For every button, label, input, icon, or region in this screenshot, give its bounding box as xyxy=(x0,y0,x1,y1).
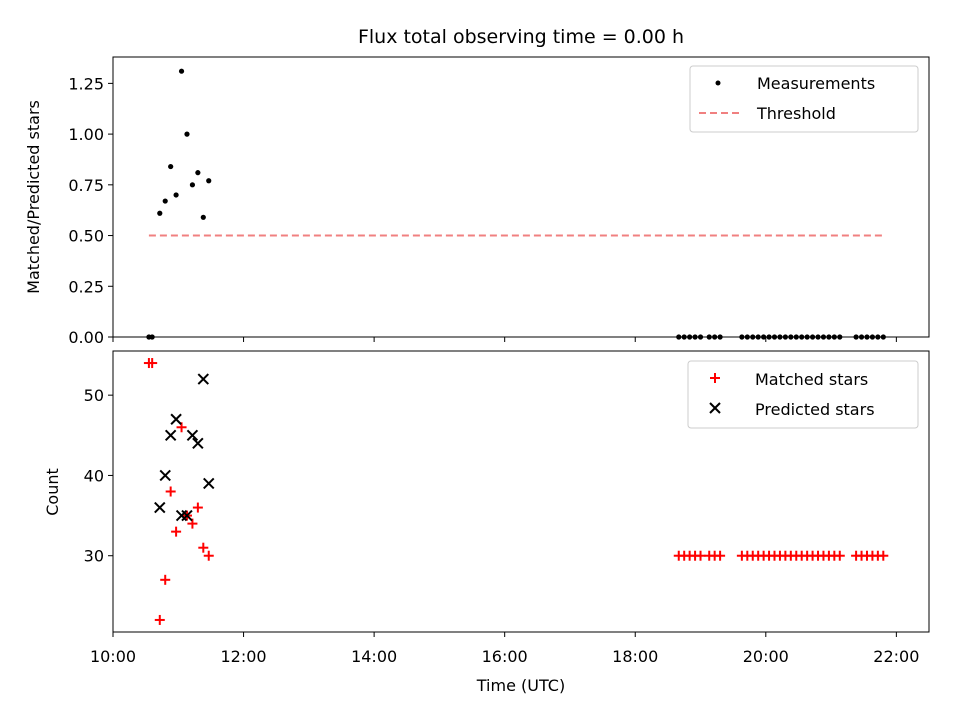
y-tick-label: 40 xyxy=(84,466,104,485)
measurements-point xyxy=(162,198,168,204)
x-tick-label: 10:00 xyxy=(90,647,136,666)
top-panel: 0.00 0.25 0.50 0.75 1.00 1.25 Matched/Predict… xyxy=(24,56,930,347)
x-tick-label: 22:00 xyxy=(873,647,919,666)
bottom-y-axis-label: Count xyxy=(43,468,62,516)
measurements-point xyxy=(195,170,201,176)
matched-stars-point xyxy=(834,550,845,561)
top-y-axis-label: Matched/Predicted stars xyxy=(24,100,43,294)
chart-title: Flux total observing time = 0.00 h xyxy=(358,26,684,48)
legend-matched-marker xyxy=(710,373,720,383)
matched-stars-point xyxy=(695,550,706,561)
bottom-x-ticks: 10:00 12:00 14:00 16:00 18:00 20:00 22:00 xyxy=(90,632,919,666)
matched-stars-point xyxy=(154,614,165,625)
predicted-stars-point xyxy=(186,429,199,442)
measurements-point xyxy=(189,182,196,188)
x-tick-label: 12:00 xyxy=(221,647,267,666)
top-legend: Measurements Threshold xyxy=(689,65,919,133)
top-x-ticks xyxy=(112,337,897,342)
y-tick-label: 50 xyxy=(84,386,104,405)
matched-stars-point xyxy=(147,358,158,369)
x-tick-label: 18:00 xyxy=(612,647,658,666)
matched-stars-point xyxy=(176,422,187,433)
top-y-ticks: 0.00 0.25 0.50 0.75 1.00 1.25 xyxy=(68,74,113,347)
legend-threshold-label: Threshold xyxy=(756,104,836,123)
matched-stars-point xyxy=(192,502,203,513)
matched-stars-point xyxy=(160,574,171,585)
predicted-stars-point xyxy=(159,469,171,482)
matched-stars-point xyxy=(715,550,726,561)
matched-stars-point xyxy=(198,542,209,553)
predicted-stars-point xyxy=(203,477,215,490)
matched-stars-point xyxy=(187,518,198,529)
measurements-point xyxy=(173,192,179,198)
y-tick-label: 0.75 xyxy=(68,176,104,195)
matched-stars-point xyxy=(203,550,214,561)
predicted-stars-point xyxy=(192,437,204,450)
legend-measurements-label: Measurements xyxy=(757,74,875,93)
predicted-stars-point xyxy=(170,413,182,425)
predicted-stars-point xyxy=(197,373,210,385)
bottom-legend-box xyxy=(687,360,919,429)
top-axes-frame xyxy=(112,56,930,338)
bottom-legend: Matched stars Predicted stars xyxy=(687,360,919,429)
x-axis-label: Time (UTC) xyxy=(476,676,565,695)
measurements-point xyxy=(168,163,174,170)
measurements-point xyxy=(206,178,212,184)
bottom-marks xyxy=(143,358,889,625)
legend-measurements-marker xyxy=(715,80,721,86)
x-tick-label: 20:00 xyxy=(743,647,789,666)
y-tick-label: 0.25 xyxy=(68,277,104,296)
measurements-point xyxy=(157,210,163,216)
measurements-point xyxy=(184,131,190,137)
y-tick-label: 0.00 xyxy=(68,328,104,347)
legend-predicted-marker xyxy=(709,402,721,414)
predicted-stars-point xyxy=(181,509,193,522)
top-legend-box xyxy=(689,65,919,133)
bottom-axes-frame xyxy=(112,350,930,633)
bottom-y-ticks: 30 40 50 xyxy=(84,386,113,566)
matched-stars-point xyxy=(165,486,176,497)
matched-stars-point xyxy=(878,550,889,561)
legend-matched-label: Matched stars xyxy=(755,370,868,389)
x-tick-label: 16:00 xyxy=(482,647,528,666)
predicted-stars-point xyxy=(164,429,177,442)
y-tick-label: 1.25 xyxy=(68,74,104,93)
matched-stars-point xyxy=(171,526,182,537)
measurements-point xyxy=(178,68,185,74)
y-tick-label: 30 xyxy=(84,547,104,566)
y-tick-label: 0.50 xyxy=(68,227,104,246)
y-tick-label: 1.00 xyxy=(68,125,104,144)
measurements-point xyxy=(200,214,206,220)
predicted-stars-point xyxy=(154,501,166,514)
bottom-panel: 30 40 50 10:00 12:00 14:00 16:00 18:00 20:00 22:… xyxy=(43,350,930,695)
legend-predicted-label: Predicted stars xyxy=(755,400,875,419)
x-tick-label: 14:00 xyxy=(351,647,397,666)
